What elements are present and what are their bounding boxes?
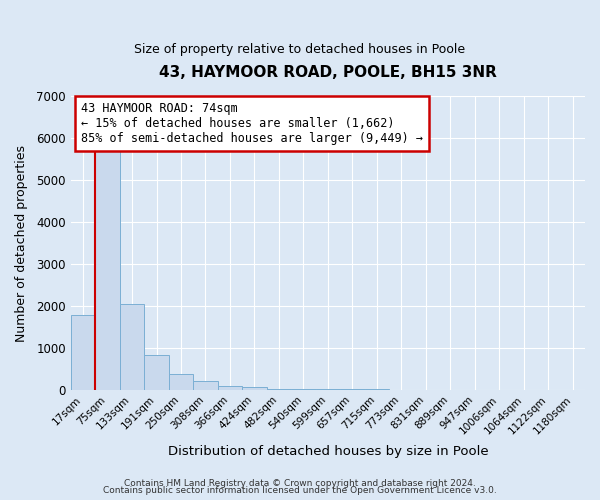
Bar <box>365 388 389 390</box>
Bar <box>266 388 291 390</box>
Bar <box>120 304 144 390</box>
Bar <box>316 389 340 390</box>
Bar <box>95 149 120 390</box>
Bar <box>144 356 169 390</box>
Text: Size of property relative to detached houses in Poole: Size of property relative to detached ho… <box>134 42 466 56</box>
X-axis label: Distribution of detached houses by size in Poole: Distribution of detached houses by size … <box>167 444 488 458</box>
Text: Contains HM Land Registry data © Crown copyright and database right 2024.: Contains HM Land Registry data © Crown c… <box>124 478 476 488</box>
Title: 43, HAYMOOR ROAD, POOLE, BH15 3NR: 43, HAYMOOR ROAD, POOLE, BH15 3NR <box>159 65 497 80</box>
Bar <box>71 315 95 390</box>
Y-axis label: Number of detached properties: Number of detached properties <box>15 144 28 342</box>
Bar <box>242 388 266 390</box>
Bar <box>169 374 193 390</box>
Bar <box>193 380 218 390</box>
Text: Contains public sector information licensed under the Open Government Licence v3: Contains public sector information licen… <box>103 486 497 495</box>
Bar <box>291 388 316 390</box>
Text: 43 HAYMOOR ROAD: 74sqm
← 15% of detached houses are smaller (1,662)
85% of semi-: 43 HAYMOOR ROAD: 74sqm ← 15% of detached… <box>81 102 423 146</box>
Bar <box>218 386 242 390</box>
